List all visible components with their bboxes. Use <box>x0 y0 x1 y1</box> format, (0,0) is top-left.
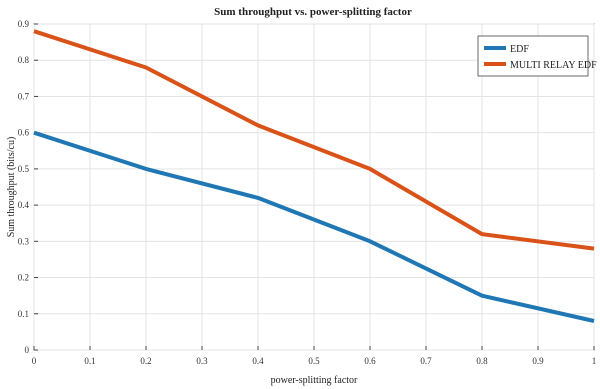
y-axis-label: Sum throughput (bits/cu) <box>6 137 17 238</box>
grid <box>33 23 595 351</box>
x-tick-label: 0.4 <box>252 356 264 366</box>
x-tick-label: 0.2 <box>140 356 151 366</box>
x-tick-label: 0.1 <box>84 356 95 366</box>
y-tick-label: 0.7 <box>18 91 30 101</box>
x-tick-label: 0.3 <box>196 356 208 366</box>
legend-box <box>477 35 589 77</box>
series-lines <box>33 29 595 323</box>
legend-items: EDF MULTI RELAY EDF <box>484 44 597 71</box>
y-tick-label: 0.5 <box>18 164 30 174</box>
y-tick-label: 0.1 <box>18 309 29 319</box>
chart-title: Sum throughput vs. power-splitting facto… <box>214 6 412 18</box>
y-tick-label: 0 <box>25 345 30 355</box>
y-tick-label: 0.8 <box>18 55 30 65</box>
x-tick-label: 0 <box>32 356 37 366</box>
legend: EDF MULTI RELAY EDF <box>477 35 597 77</box>
series-line-edf <box>33 130 595 323</box>
x-tick-label: 0.9 <box>532 356 544 366</box>
legend-label: MULTI RELAY EDF <box>510 60 597 71</box>
y-tick-label: 0.4 <box>18 200 30 210</box>
y-tick-label: 0.6 <box>18 128 30 138</box>
legend-label: EDF <box>510 44 529 55</box>
y-tick-label: 0.9 <box>18 19 30 29</box>
axis-ticks: 0 0.1 0.2 0.3 0.4 0.5 0.6 0.7 0.8 0.9 1 0 0.1 0.2 0.3 0… <box>18 19 597 366</box>
x-tick-label: 1 <box>592 356 597 366</box>
x-tick-label: 0.7 <box>420 356 432 366</box>
x-tick-label: 0.5 <box>308 356 320 366</box>
y-tick-label: 0.2 <box>18 273 29 283</box>
y-tick-label: 0.3 <box>18 236 30 246</box>
x-axis-label: power-splitting factor <box>271 375 358 386</box>
x-tick-label: 0.8 <box>476 356 488 366</box>
series-line-multi-relay-edf <box>33 29 595 251</box>
x-tick-label: 0.6 <box>364 356 376 366</box>
